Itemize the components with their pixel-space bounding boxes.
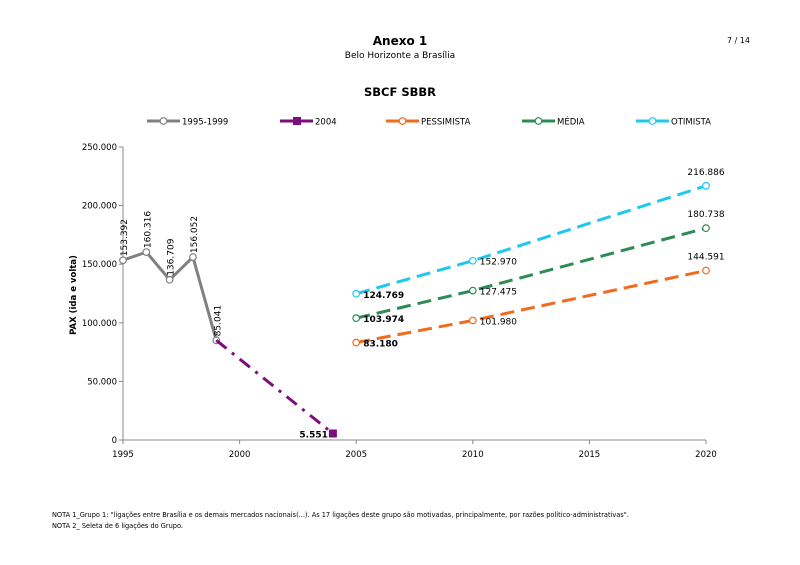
legend-marker [534, 117, 543, 125]
data-label: 152.970 [480, 258, 517, 268]
data-point [165, 275, 174, 284]
data-point [702, 181, 710, 190]
data-labels: 153.392 160.316 136.709 156.052 85.041 5.551 8… [120, 168, 725, 441]
data-point [352, 338, 361, 347]
x-tick-label: 1995 [112, 450, 134, 460]
legend-label: 2004 [315, 118, 337, 128]
legend-item: OTIMISTA [636, 117, 711, 128]
x-tick-label: 2000 [229, 450, 251, 460]
y-tick-label: 50.000 [87, 377, 117, 387]
y-tick-label: 0 [112, 436, 117, 446]
legend-item: 1995-1999 [147, 117, 228, 128]
legend-marker [648, 117, 657, 125]
legend-marker [398, 117, 407, 125]
data-point [468, 286, 477, 295]
legend-item: 2004 [280, 117, 337, 128]
y-tick-label: 250.000 [82, 143, 117, 153]
data-label: 216.886 [687, 168, 724, 178]
series-1995-1999 [119, 248, 221, 345]
series-otimista [352, 181, 710, 298]
series-line [355, 226, 707, 320]
series-line [215, 339, 334, 435]
legend-item: PESSIMISTA [386, 117, 471, 128]
footnotes: NOTA 1_Grupo 1: "ligações entre Brasília… [52, 510, 629, 532]
plot-area: 153.392 160.316 136.709 156.052 85.041 5.551 8… [119, 168, 725, 441]
x-tick-label: 2005 [345, 450, 367, 460]
legend-marker [159, 117, 168, 125]
data-label: 160.316 [143, 211, 153, 248]
note-2: NOTA 2_ Seleta de 6 ligações do Grupo. [52, 522, 183, 530]
legend-label: OTIMISTA [671, 118, 711, 128]
data-label: 136.709 [167, 238, 177, 275]
legend-marker [293, 117, 301, 125]
chart-title: SBCF SBBR [364, 85, 436, 99]
data-label: 5.551 [299, 430, 327, 440]
y-axis-title: PAX (ida e volta) [69, 255, 79, 335]
data-point [468, 256, 477, 265]
data-point [702, 224, 710, 233]
series-2004 [215, 339, 337, 438]
data-label: 156.052 [190, 216, 200, 253]
data-point [468, 316, 477, 325]
data-label: 101.980 [480, 317, 517, 327]
note-1: NOTA 1_Grupo 1: "ligações entre Brasília… [52, 511, 629, 519]
y-tick-label: 100.000 [82, 319, 117, 329]
data-point [352, 289, 361, 298]
page-subtitle: Belo Horizonte a Brasília [344, 51, 456, 61]
y-tick-label: 200.000 [82, 202, 117, 212]
data-point [189, 253, 197, 262]
page-title: Anexo 1 [372, 34, 428, 48]
axes: 0 50.000 100.000 150.000 200.000 250.000 1995 2… [82, 143, 717, 460]
legend: 1995-1999 2004 PESSIMISTA MÉDIA OTIMISTA [147, 116, 711, 128]
data-label: 83.180 [363, 340, 398, 350]
page-number: 7 / 14 [726, 36, 750, 45]
data-point [352, 314, 361, 323]
data-label: 153.392 [120, 219, 130, 256]
data-label: 103.974 [363, 315, 404, 325]
data-point [328, 429, 337, 438]
series-pessimista [352, 266, 710, 347]
x-tick-label: 2015 [579, 450, 601, 460]
data-label: 127.475 [480, 288, 517, 298]
legend-label: MÉDIA [557, 116, 585, 128]
data-point [142, 248, 151, 257]
y-tick-label: 150.000 [82, 260, 117, 270]
x-tick-label: 2020 [695, 450, 717, 460]
legend-item: MÉDIA [522, 116, 585, 128]
series-m-dia [352, 224, 710, 323]
series-line [355, 184, 707, 296]
data-point [702, 266, 710, 275]
data-label: 144.591 [687, 253, 724, 263]
data-label: 180.738 [687, 210, 724, 220]
legend-label: 1995-1999 [182, 118, 228, 128]
data-point [119, 256, 127, 265]
x-tick-label: 2010 [462, 450, 484, 460]
data-label: 85.041 [213, 305, 223, 337]
legend-label: PESSIMISTA [421, 118, 471, 128]
data-label: 124.769 [363, 291, 404, 301]
